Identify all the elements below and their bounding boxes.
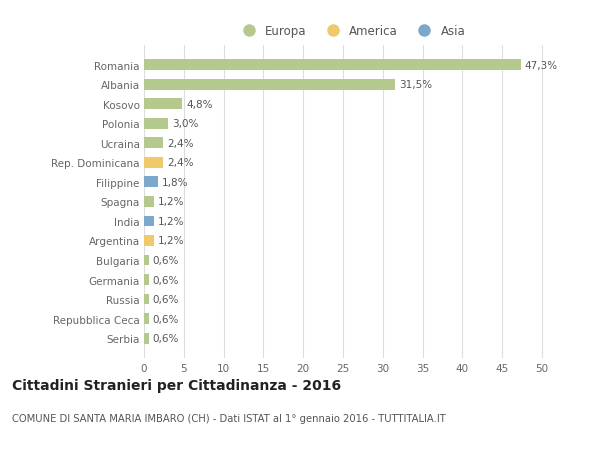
Bar	[144, 235, 154, 246]
Text: 0,6%: 0,6%	[153, 295, 179, 304]
Bar	[144, 333, 149, 344]
Text: 2,4%: 2,4%	[167, 158, 194, 168]
Text: 0,6%: 0,6%	[153, 314, 179, 324]
Text: 0,6%: 0,6%	[153, 275, 179, 285]
Bar	[144, 255, 149, 266]
Text: 0,6%: 0,6%	[153, 334, 179, 343]
Text: 1,2%: 1,2%	[158, 197, 184, 207]
Bar	[144, 60, 521, 71]
Bar	[144, 118, 168, 129]
Text: 47,3%: 47,3%	[524, 61, 557, 70]
Bar	[144, 138, 163, 149]
Text: 2,4%: 2,4%	[167, 139, 194, 148]
Bar	[144, 157, 163, 168]
Bar	[144, 313, 149, 325]
Bar	[144, 177, 158, 188]
Bar	[144, 196, 154, 207]
Legend: Europa, America, Asia: Europa, America, Asia	[232, 21, 470, 43]
Bar	[144, 79, 395, 90]
Text: 3,0%: 3,0%	[172, 119, 198, 129]
Bar	[144, 274, 149, 285]
Text: 4,8%: 4,8%	[186, 100, 212, 109]
Text: 1,8%: 1,8%	[163, 178, 189, 187]
Text: 31,5%: 31,5%	[399, 80, 432, 90]
Text: 1,2%: 1,2%	[158, 236, 184, 246]
Bar	[144, 216, 154, 227]
Text: 0,6%: 0,6%	[153, 256, 179, 265]
Text: Cittadini Stranieri per Cittadinanza - 2016: Cittadini Stranieri per Cittadinanza - 2…	[12, 379, 341, 392]
Text: COMUNE DI SANTA MARIA IMBARO (CH) - Dati ISTAT al 1° gennaio 2016 - TUTTITALIA.I: COMUNE DI SANTA MARIA IMBARO (CH) - Dati…	[12, 413, 446, 423]
Bar	[144, 294, 149, 305]
Bar	[144, 99, 182, 110]
Text: 1,2%: 1,2%	[158, 217, 184, 226]
